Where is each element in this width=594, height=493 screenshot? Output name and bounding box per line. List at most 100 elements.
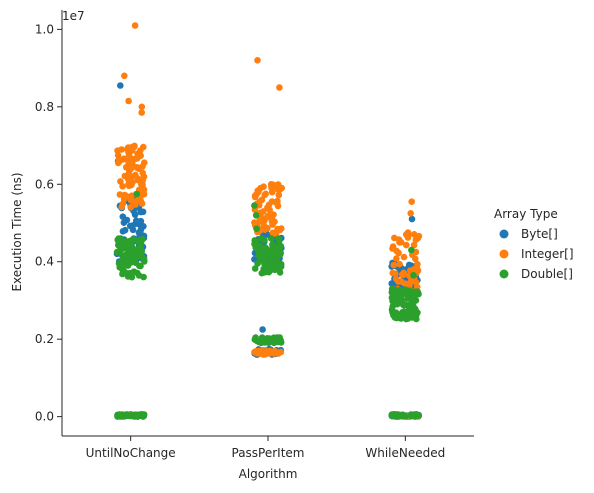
legend-label: Integer[] [521,247,574,261]
data-point [121,226,129,234]
data-point [276,226,284,234]
data-point [388,280,396,287]
data-point [115,412,122,420]
data-point [260,183,267,190]
data-point [395,236,403,243]
data-point [275,246,283,253]
data-point [122,269,129,276]
data-point [140,411,148,418]
data-point [122,164,130,171]
data-point [410,241,418,249]
y-axis-label: Execution Time (ns) [10,172,24,291]
data-point [124,155,131,162]
legend-label: Byte[] [521,227,558,241]
x-tick-label: UntilNoChange [86,446,176,460]
data-point [408,412,416,419]
legend: Array Type Byte[] Integer[] Double[] [494,207,574,281]
data-point [275,334,283,342]
data-point [400,269,408,277]
data-point [265,338,272,346]
data-point [132,171,139,179]
data-point [393,255,400,262]
y-tick-label: 0.6 [35,177,54,191]
data-point [395,278,402,285]
data-point [392,309,400,317]
data-point [408,215,416,223]
data-point [118,203,125,211]
x-tick-label: PassPerItem [232,446,305,460]
data-point [134,176,142,184]
data-point [254,260,261,267]
data-point [275,186,282,193]
data-point [393,295,401,303]
data-point [138,109,145,116]
data-point [137,152,144,159]
data-point [400,253,408,261]
data-point [254,57,261,64]
data-point [123,193,130,200]
data-point [269,257,276,265]
data-point [390,261,398,269]
data-point [403,231,410,238]
data-point [403,241,410,249]
x-axis-label: Algorithm [239,467,298,481]
data-point [252,349,259,357]
data-point [275,349,283,357]
data-point [389,412,396,420]
data-point [260,222,268,230]
data-point [121,72,128,80]
data-point [251,202,258,209]
data-point [123,216,131,224]
y-tick-label: 0.2 [35,332,54,346]
data-point [251,193,259,201]
data-point [405,291,413,299]
data-point [404,281,412,289]
data-point [265,201,273,209]
data-point [256,242,264,250]
data-point [412,297,420,304]
data-point [411,265,418,273]
data-point [261,236,268,244]
data-point [137,217,145,225]
data-point [392,270,399,278]
data-point [123,411,131,418]
data-point [389,288,397,295]
data-point [138,103,146,111]
data-point [252,212,260,219]
y-tick-label: 0.8 [35,100,54,114]
data-point [127,259,135,266]
data-point [401,314,409,321]
data-point [137,147,144,154]
data-point [131,22,139,29]
data-point [414,288,421,295]
data-point [276,269,284,276]
data-point [397,292,405,299]
data-point [270,211,277,218]
data-point [127,203,134,211]
data-point [275,235,282,242]
data-point [408,198,416,205]
legend-title: Array Type [494,207,558,221]
data-point [396,260,403,268]
data-point [116,191,124,198]
legend-label: Double[] [521,267,573,281]
data-point [269,221,276,228]
data-point [137,262,144,270]
data-point [262,190,270,198]
data-point [395,249,402,257]
data-point [389,245,396,252]
data-point [133,253,141,261]
data-point [141,159,148,166]
data-point [117,178,124,185]
data-point [415,412,423,419]
data-point [268,185,276,192]
data-point [274,197,281,205]
data-point [140,255,148,263]
data-point [131,211,139,218]
data-point [115,260,123,267]
legend-marker [499,229,509,239]
data-point [263,213,271,221]
legend-marker [499,249,509,259]
data-point [124,175,132,183]
